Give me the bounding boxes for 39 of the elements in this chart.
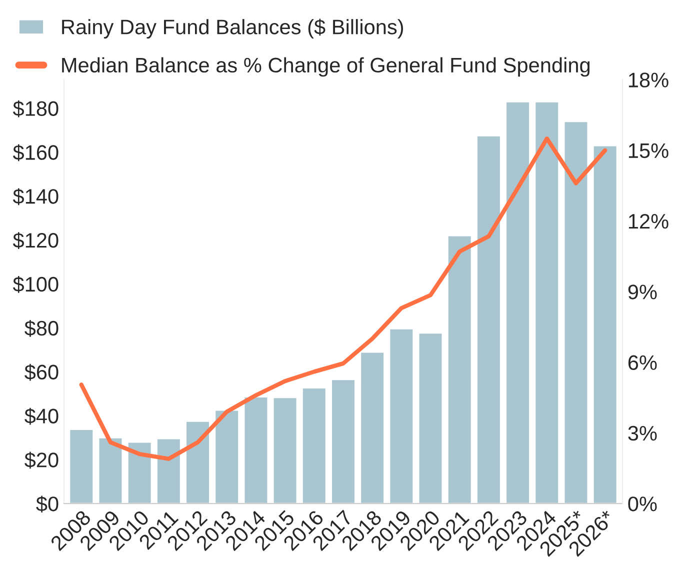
y2-tick-label: 6% xyxy=(628,355,657,370)
legend-label: Rainy Day Fund Balances ($ Billions) xyxy=(62,18,404,38)
y-tick-label: $120 xyxy=(12,232,58,249)
bar xyxy=(534,100,560,504)
bar xyxy=(476,134,502,504)
bar xyxy=(418,332,444,504)
bar xyxy=(126,441,152,504)
bar xyxy=(505,100,530,504)
bar xyxy=(272,396,298,504)
bar xyxy=(214,409,240,504)
bar xyxy=(68,428,94,504)
y-tick-label: $0 xyxy=(36,496,58,513)
y2-tick-label: 15% xyxy=(628,143,668,158)
y-tick-label: $20 xyxy=(24,452,58,469)
bar xyxy=(302,387,327,504)
y-tick-label: $160 xyxy=(12,144,58,162)
bar xyxy=(185,420,210,504)
y2-tick-label: 0% xyxy=(628,496,657,512)
bar xyxy=(156,438,182,504)
bar xyxy=(360,351,385,504)
bar xyxy=(243,396,269,504)
bar xyxy=(98,436,124,504)
y-tick-label: $100 xyxy=(12,276,58,293)
y2-tick-label: 18% xyxy=(628,72,668,88)
bar xyxy=(592,144,618,504)
legend-label: Median Balance as % Change of General Fund Spending xyxy=(62,57,590,77)
bar xyxy=(388,328,414,504)
y-tick-label: $60 xyxy=(24,364,58,381)
bar xyxy=(563,120,589,504)
y2-tick-label: 12% xyxy=(628,214,668,229)
y-tick-label: $40 xyxy=(24,408,58,425)
y-tick-label: $180 xyxy=(12,100,58,118)
y-tick-label: $80 xyxy=(24,320,58,337)
line-series xyxy=(79,136,608,461)
y2-tick-label: 9% xyxy=(628,284,657,300)
y-tick-label: $140 xyxy=(12,188,58,206)
bar xyxy=(446,234,472,504)
y2-tick-label: 3% xyxy=(628,426,657,441)
bar xyxy=(330,378,356,504)
